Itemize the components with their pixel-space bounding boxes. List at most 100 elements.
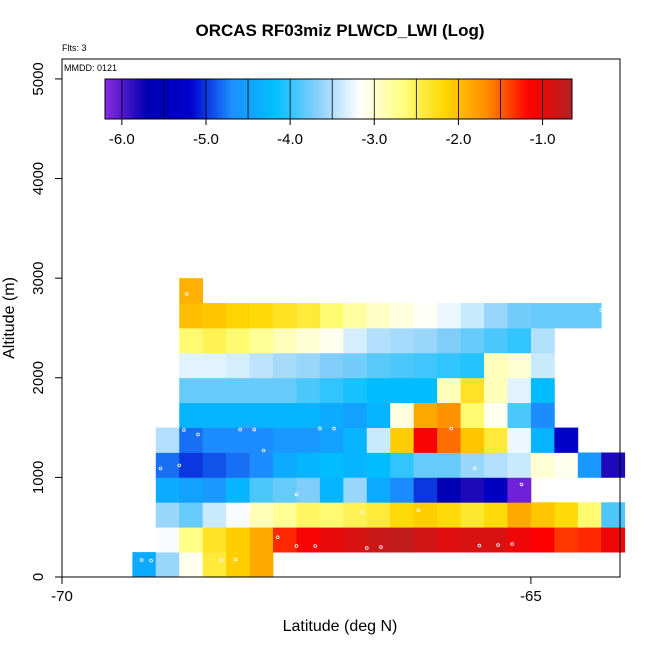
- heatmap-cell: [460, 427, 485, 453]
- heatmap-cell: [202, 303, 227, 329]
- heatmap-cell: [249, 303, 274, 329]
- heatmap-cell: [530, 452, 555, 478]
- heatmap-cell: [577, 452, 602, 478]
- heatmap-cell: [319, 477, 344, 503]
- heatmap-cell: [249, 477, 274, 503]
- heatmap-cell: [155, 552, 180, 578]
- heatmap-cell: [530, 427, 555, 453]
- heatmap-cell: [319, 527, 344, 553]
- heatmap-cell: [343, 427, 368, 453]
- heatmap-cell: [390, 477, 415, 503]
- sample-point: [313, 544, 318, 548]
- plot-frame: [61, 58, 621, 578]
- heatmap-cell: [226, 427, 250, 453]
- heatmap-cell: [249, 452, 274, 478]
- x-tick-label: -70: [51, 588, 73, 605]
- sample-point: [332, 426, 336, 431]
- heatmap-cell: [577, 527, 602, 553]
- heatmap-cell: [202, 502, 227, 528]
- heatmap-cell: [296, 377, 321, 404]
- heatmap-cell: [179, 502, 204, 528]
- heatmap-cell: [484, 303, 508, 329]
- heatmap-cell: [530, 352, 555, 379]
- heatmap-cell: [202, 402, 227, 428]
- heatmap-cell: [484, 402, 508, 428]
- heatmap-cell: [226, 327, 250, 354]
- heatmap-cell: [507, 427, 532, 453]
- heatmap-cell: [437, 377, 461, 404]
- heatmap-cell: [179, 552, 204, 578]
- heatmap-cell: [343, 477, 368, 503]
- heatmap-cell: [179, 278, 204, 304]
- heatmap-cell: [530, 502, 555, 528]
- heatmap-cell: [319, 402, 344, 428]
- sample-point: [472, 466, 477, 471]
- heatmap-cell: [437, 402, 461, 428]
- y-axis: 0 1000 2000 3000 4000 5000: [30, 62, 62, 581]
- sample-point: [182, 428, 186, 432]
- heatmap-cell: [319, 352, 344, 379]
- heatmap-cell: [296, 352, 321, 379]
- heatmap-cell: [413, 502, 438, 528]
- y-tick-label: 2000: [30, 361, 47, 394]
- heatmap-cell: [319, 427, 344, 453]
- sample-point: [510, 542, 515, 546]
- heatmap-cell: [601, 502, 626, 528]
- heatmap-cell: [226, 552, 250, 578]
- heatmap-cell: [390, 377, 415, 404]
- colorbar: -6.0 -5.0 -4.0 -3.0 -2.0 -1.0: [104, 78, 573, 148]
- sample-point: [275, 535, 280, 539]
- heatmap-cell: [460, 352, 485, 379]
- sample-point: [477, 543, 482, 548]
- heatmap-cell: [343, 452, 368, 478]
- sample-point: [496, 543, 500, 547]
- heatmap-cell: [296, 502, 321, 528]
- heatmap-cell: [296, 303, 321, 329]
- heatmap-cell: [390, 327, 415, 354]
- heatmap-cell: [343, 377, 368, 404]
- heatmap-cell: [179, 452, 204, 478]
- heatmap-cell: [155, 502, 180, 528]
- heatmap-cell: [226, 352, 250, 379]
- heatmap-cell: [554, 527, 579, 553]
- x-axis-label: Latitude (deg N): [283, 618, 398, 635]
- heatmap-cell: [437, 327, 461, 354]
- heatmap-cell: [202, 477, 227, 503]
- heatmap-cell: [366, 377, 391, 404]
- sample-point: [158, 466, 163, 471]
- heatmap-cell: [273, 452, 297, 478]
- heatmap-cell: [249, 352, 274, 379]
- heatmap-cell: [366, 477, 391, 503]
- chart-title: ORCAS RF03miz PLWCD_LWI (Log): [196, 21, 485, 40]
- x-tick-label: -65: [520, 588, 542, 605]
- heatmap-cell: [296, 477, 321, 503]
- heatmap-cell: [413, 427, 438, 453]
- heatmap-cell: [601, 452, 626, 478]
- heatmap-cell: [437, 527, 461, 553]
- heatmap-cell: [554, 452, 579, 478]
- heatmap-cell: [413, 527, 438, 553]
- date-label: MMDD: 0121: [64, 63, 117, 73]
- heatmap-cell: [319, 327, 344, 354]
- heatmap-cell: [343, 402, 368, 428]
- sample-point: [379, 545, 383, 549]
- y-tick-label: 4000: [30, 162, 47, 195]
- heatmap-cell: [155, 527, 180, 553]
- heatmap-cell: [577, 303, 602, 329]
- y-tick-label: 0: [30, 573, 47, 581]
- sample-point: [233, 557, 238, 562]
- heatmap-cell: [179, 477, 204, 503]
- heatmap-cell: [155, 477, 180, 503]
- heatmap-cell: [437, 303, 461, 329]
- heatmap-cell: [249, 527, 274, 553]
- heatmap-cell: [437, 502, 461, 528]
- heatmap-cell: [249, 502, 274, 528]
- heatmap-cell: [507, 352, 532, 379]
- heatmap-cell: [460, 402, 485, 428]
- sample-point: [449, 426, 454, 431]
- sample-point: [139, 558, 144, 562]
- heatmap-cell: [437, 427, 461, 453]
- y-tick-label: 1000: [30, 461, 47, 494]
- heatmap-cell: [460, 303, 485, 329]
- heatmap-cell: [507, 502, 532, 528]
